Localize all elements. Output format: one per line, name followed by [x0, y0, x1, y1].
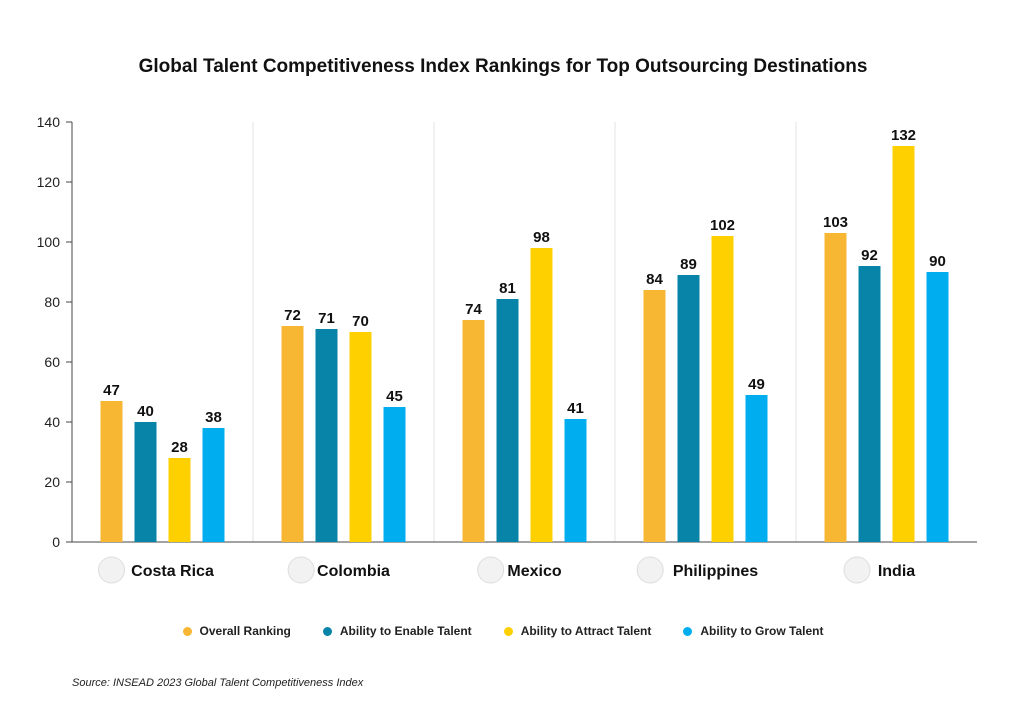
y-tick-label: 0	[52, 534, 60, 550]
data-label: 90	[929, 253, 946, 270]
category-label-group: Colombia	[287, 556, 390, 584]
data-label: 40	[137, 403, 154, 420]
data-label: 81	[499, 280, 516, 297]
bar	[711, 236, 734, 542]
legend-item: Ability to Grow Talent	[683, 624, 823, 638]
data-label: 28	[171, 439, 188, 456]
bar	[496, 299, 519, 542]
bar	[315, 329, 338, 542]
legend-swatch	[322, 626, 332, 636]
data-label: 92	[861, 247, 878, 264]
legend-label: Ability to Grow Talent	[700, 624, 824, 638]
data-label: 71	[318, 310, 335, 327]
country-flag-icon	[843, 556, 871, 584]
legend-swatch	[503, 626, 513, 636]
source-note: Source: INSEAD 2023 Global Talent Compet…	[72, 677, 364, 689]
bar	[530, 248, 553, 542]
bar	[926, 272, 949, 542]
chart-title: Global Talent Competitiveness Index Rank…	[138, 56, 868, 77]
data-label: 70	[352, 313, 369, 330]
bar	[643, 290, 666, 542]
bar	[824, 233, 847, 542]
data-label: 45	[386, 388, 403, 405]
category-label-group: Costa Rica	[98, 556, 214, 584]
legend-label: Ability to Attract Talent	[520, 624, 652, 638]
bar	[383, 407, 406, 542]
country-flag-icon	[98, 556, 125, 584]
bar	[202, 428, 225, 542]
country-flag-icon	[287, 556, 315, 584]
y-tick-label: 40	[44, 414, 60, 430]
x-category-label: Philippines	[673, 563, 758, 580]
x-category-label: India	[878, 563, 915, 580]
country-flag-icon	[477, 556, 505, 584]
legend-label: Ability to Enable Talent	[339, 624, 472, 638]
country-flag-icon	[636, 556, 664, 584]
y-tick-label: 120	[37, 174, 61, 190]
data-label: 132	[891, 127, 916, 144]
data-label: 38	[205, 409, 222, 426]
bar	[677, 275, 700, 542]
y-tick-label: 80	[44, 294, 60, 310]
bar	[100, 401, 123, 542]
x-category-label: Colombia	[317, 563, 390, 580]
data-label: 49	[748, 376, 765, 393]
y-tick-label: 140	[37, 114, 61, 130]
category-label-group: India	[843, 556, 915, 584]
y-tick-label: 20	[44, 474, 60, 490]
data-label: 102	[710, 217, 735, 234]
bar	[349, 332, 372, 542]
bar	[281, 326, 304, 542]
x-category-label: Costa Rica	[131, 563, 214, 580]
bar	[134, 422, 157, 542]
y-tick-label: 100	[37, 234, 61, 250]
x-category-label: Mexico	[507, 563, 561, 580]
bar	[564, 419, 587, 542]
data-label: 89	[680, 256, 697, 273]
data-label: 74	[465, 301, 482, 318]
bar	[462, 320, 485, 542]
data-label: 103	[823, 214, 848, 231]
data-label: 98	[533, 229, 550, 246]
category-label-group: Philippines	[636, 556, 758, 584]
legend-item: Overall Ranking	[182, 624, 291, 638]
legend-item: Ability to Enable Talent	[322, 624, 472, 638]
legend-label: Overall Ranking	[199, 624, 291, 638]
legend-swatch	[683, 626, 693, 636]
data-label: 41	[567, 400, 584, 417]
legend: Overall Ranking Ability to Enable Talent A…	[0, 624, 1006, 638]
legend-item: Ability to Attract Talent	[503, 624, 652, 638]
data-label: 84	[646, 271, 663, 288]
category-label-group: Mexico	[477, 556, 562, 584]
bar	[892, 146, 915, 542]
bar	[858, 266, 881, 542]
legend-swatch	[182, 626, 192, 636]
bar	[745, 395, 768, 542]
bar	[168, 458, 191, 542]
data-label: 72	[284, 307, 301, 324]
data-label: 47	[103, 382, 120, 399]
y-tick-label: 60	[44, 354, 60, 370]
